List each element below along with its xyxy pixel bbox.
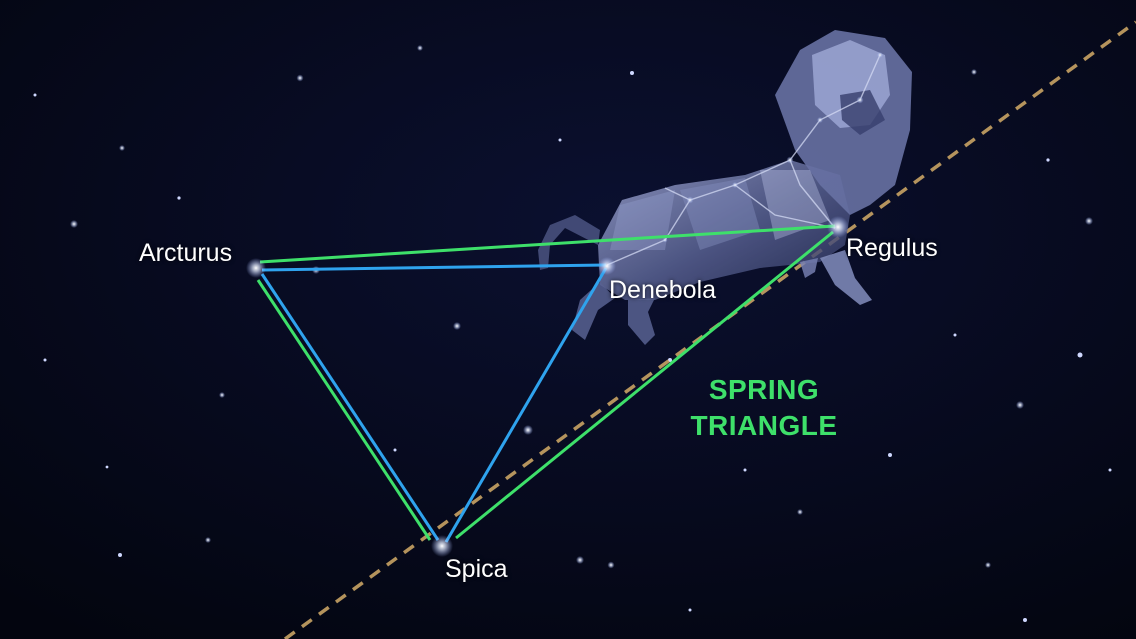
star bbox=[43, 358, 47, 362]
star bbox=[668, 358, 672, 362]
leo-lion-figure bbox=[538, 30, 912, 345]
star bbox=[70, 220, 78, 228]
title-line-1: SPRING bbox=[708, 374, 820, 405]
arcturus-denebola-blue-line bbox=[261, 263, 607, 272]
denebola-star bbox=[598, 257, 616, 275]
star bbox=[576, 556, 584, 564]
star bbox=[453, 322, 461, 330]
spring-triangle-title: SPRING TRIANGLE bbox=[676, 372, 852, 444]
star bbox=[743, 468, 747, 472]
star bbox=[118, 553, 122, 557]
spica-label: Spica bbox=[445, 555, 508, 583]
denebola-label: Denebola bbox=[609, 276, 717, 304]
spica-regulus-green-line bbox=[455, 230, 834, 540]
regulus-label: Regulus bbox=[846, 234, 938, 262]
star bbox=[630, 71, 634, 75]
star bbox=[219, 392, 225, 398]
star bbox=[1085, 217, 1093, 225]
star bbox=[523, 425, 533, 435]
arcturus-label: Arcturus bbox=[139, 239, 233, 267]
star bbox=[205, 537, 211, 543]
inner-triangle-lines bbox=[260, 263, 608, 543]
star bbox=[105, 465, 109, 469]
star bbox=[393, 448, 397, 452]
star bbox=[1046, 158, 1050, 162]
star bbox=[953, 333, 957, 337]
star bbox=[971, 69, 977, 75]
star bbox=[1016, 401, 1024, 409]
star bbox=[417, 45, 423, 51]
star bbox=[1108, 468, 1112, 472]
named-stars bbox=[246, 216, 849, 557]
arcturus-spica-green-line bbox=[256, 279, 432, 541]
star bbox=[797, 509, 803, 515]
star bbox=[119, 145, 125, 151]
title-line-2: TRIANGLE bbox=[690, 410, 838, 441]
star bbox=[1077, 352, 1083, 358]
spring-triangle-lines bbox=[256, 224, 836, 541]
star bbox=[1023, 618, 1027, 622]
regulus-star bbox=[827, 216, 849, 238]
arcturus-spica-blue-line bbox=[260, 273, 440, 541]
star bbox=[607, 561, 615, 569]
arcturus-star bbox=[246, 258, 266, 278]
star bbox=[985, 562, 991, 568]
arcturus-regulus-green-line bbox=[259, 224, 836, 264]
star bbox=[33, 93, 37, 97]
star bbox=[177, 196, 181, 200]
star bbox=[558, 138, 562, 142]
star bbox=[296, 74, 304, 82]
spica-denebola-blue-line bbox=[444, 267, 608, 543]
star bbox=[688, 608, 692, 612]
star bbox=[888, 453, 892, 457]
spica-star bbox=[431, 535, 453, 557]
